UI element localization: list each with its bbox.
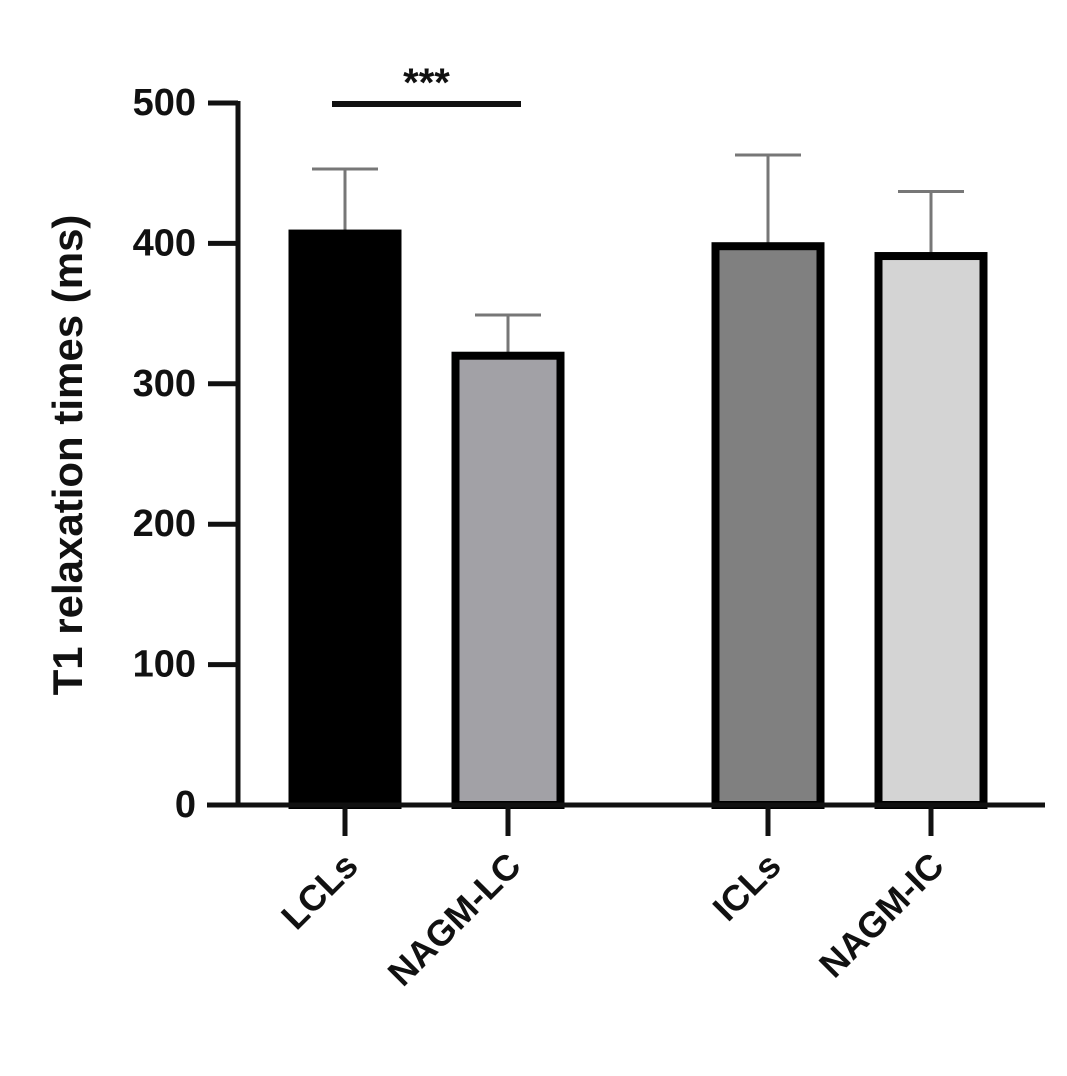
y-axis-label: T1 relaxation times (ms)	[44, 215, 91, 696]
bar	[874, 252, 988, 809]
bar	[451, 351, 565, 809]
x-tick-label: NAGM-LC	[379, 845, 528, 994]
y-tick-label: 0	[175, 784, 196, 826]
y-tick-label: 300	[133, 363, 196, 405]
x-tick-label: ICLs	[705, 845, 789, 929]
y-tick-label: 500	[133, 82, 196, 124]
y-tick-label: 200	[133, 503, 196, 545]
x-tick-label: NAGM-IC	[811, 845, 952, 986]
bar	[288, 229, 402, 809]
y-tick-label: 400	[133, 222, 196, 264]
y-tick-label: 100	[133, 644, 196, 686]
x-tick-label: LCLs	[273, 845, 366, 938]
significance-label: ***	[403, 61, 450, 105]
bar	[711, 242, 825, 809]
